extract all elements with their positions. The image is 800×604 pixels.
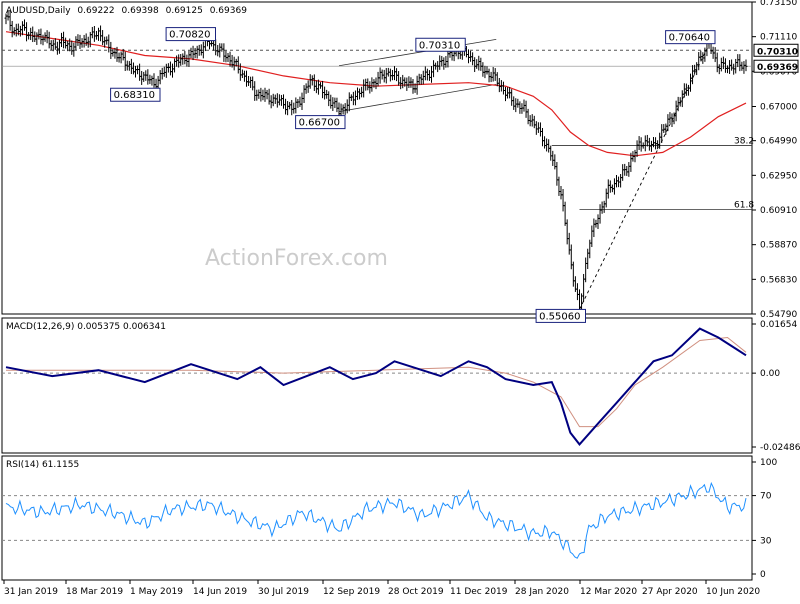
macd-header: MACD(12,26,9) 0.005375 0.006341: [6, 322, 166, 332]
label-0-55060: 0.55060: [539, 311, 580, 322]
label-0-70640: 0.70640: [669, 33, 710, 44]
macd-line: [5, 327, 747, 446]
x-tick-label: 27 Apr 2020: [642, 587, 698, 597]
rsi-y-tick-label: 0: [760, 570, 766, 580]
rsi-y-tick-label: 30: [760, 536, 772, 546]
price-y-tick-label: 0.71110: [760, 33, 797, 43]
channel-upper: [338, 38, 497, 67]
price-header: AUDUSD,Daily 0.69222 0.69398 0.69125 0.6…: [6, 6, 247, 16]
x-tick-label: 12 Sep 2019: [323, 587, 380, 597]
price-y-tick-label: 0.60910: [760, 206, 797, 216]
label-0-55060-box: [535, 308, 586, 323]
moving-average-line: [5, 31, 747, 157]
x-tick-label: 28 Jan 2020: [515, 587, 569, 597]
price-panel-frame: [1, 1, 753, 315]
x-tick-label: 11 Dec 2019: [450, 587, 508, 597]
rsi-y-tick-label: 70: [760, 492, 772, 502]
x-tick-label: 1 May 2019: [130, 587, 183, 597]
price-y-tick-label: 0.73150: [760, 0, 797, 8]
fib-38-label: 38.2: [734, 136, 754, 146]
price-y-tick-label: 0.64990: [760, 137, 797, 147]
label-0-70310-box: [415, 37, 466, 52]
x-tick-label: 12 Mar 2020: [580, 587, 637, 597]
label-0-70820: 0.70820: [169, 30, 210, 41]
fib-swing-line: [579, 44, 710, 310]
watermark: ActionForex.com: [205, 246, 388, 271]
macd-y-tick-label: 0.00: [760, 369, 780, 379]
label-0-68310: 0.68310: [114, 90, 155, 101]
label-0-70640-box: [665, 30, 716, 45]
price-y-tick-label: 0.56830: [760, 275, 797, 285]
rsi-line: [5, 481, 747, 559]
x-tick-label: 30 Jul 2019: [258, 587, 309, 597]
rsi-header: RSI(14) 61.1155: [6, 460, 79, 470]
macd-panel-frame: [1, 317, 753, 454]
label-0-66700: 0.66700: [299, 118, 340, 129]
rsi-panel-frame: [1, 455, 753, 581]
price-y-tick-label: 0.62950: [760, 171, 797, 181]
label-0-66700-box: [295, 115, 346, 130]
label-0-68310-box: [110, 87, 161, 102]
right-label-dashed: 0.70310: [757, 47, 798, 57]
right-label-current-box: [753, 59, 799, 73]
macd-y-tick-label: -0.02486: [760, 443, 800, 453]
x-tick-label: 28 Oct 2019: [388, 587, 444, 597]
price-y-tick-label: 0.58870: [760, 241, 797, 251]
fib-62-label: 61.8: [734, 200, 754, 210]
right-label-dashed-box: [753, 43, 799, 57]
x-tick-label: 31 Jan 2019: [4, 587, 58, 597]
channel-lower: [338, 84, 497, 113]
macd-y-tick-label: 0.01654: [760, 320, 797, 330]
label-0-70820-box: [165, 27, 217, 42]
x-tick-label: 18 Mar 2019: [66, 587, 123, 597]
rsi-y-tick-label: 100: [760, 458, 777, 468]
price-y-tick-label: 0.67000: [760, 103, 797, 113]
label-0-70310: 0.70310: [419, 40, 460, 51]
right-label-current: 0.69369: [757, 63, 798, 73]
x-tick-label: 14 Jun 2019: [193, 587, 247, 597]
price-y-tick-label: 0.54790: [760, 310, 797, 320]
x-tick-label: 10 Jun 2020: [706, 587, 760, 597]
